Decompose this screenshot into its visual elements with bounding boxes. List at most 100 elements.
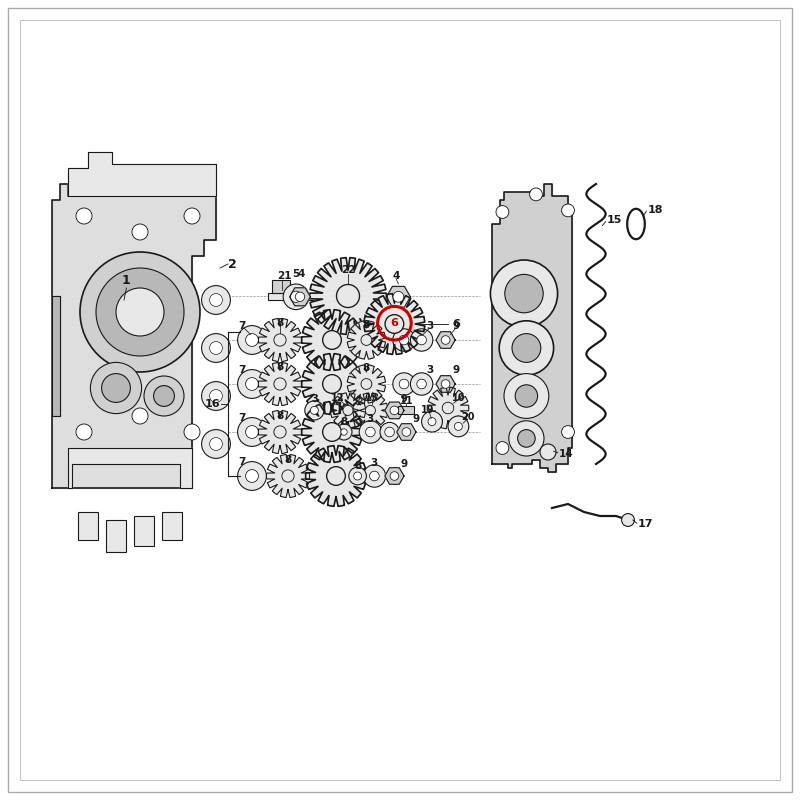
Circle shape (442, 336, 450, 344)
Circle shape (512, 334, 541, 362)
Circle shape (530, 188, 542, 201)
Text: 21: 21 (277, 271, 291, 281)
Text: 3: 3 (311, 394, 318, 404)
Polygon shape (52, 184, 216, 488)
Text: 3: 3 (370, 458, 378, 468)
Circle shape (361, 334, 372, 346)
Bar (272, 280, 290, 293)
Circle shape (505, 274, 543, 313)
Circle shape (202, 382, 230, 410)
Bar (398, 406, 414, 414)
Circle shape (184, 424, 200, 440)
Polygon shape (492, 184, 572, 472)
Text: 17: 17 (638, 519, 653, 529)
Circle shape (354, 472, 362, 480)
Circle shape (359, 421, 382, 443)
Polygon shape (52, 296, 60, 416)
Circle shape (442, 402, 454, 414)
Circle shape (322, 422, 342, 442)
Text: 9: 9 (453, 366, 459, 375)
Polygon shape (347, 365, 386, 403)
Polygon shape (302, 354, 362, 414)
Circle shape (393, 373, 415, 395)
Polygon shape (302, 310, 362, 370)
Circle shape (238, 326, 266, 354)
Circle shape (504, 374, 549, 418)
Circle shape (366, 406, 375, 415)
Circle shape (295, 292, 305, 302)
Text: 15: 15 (606, 215, 622, 225)
Circle shape (399, 379, 409, 389)
Circle shape (402, 428, 410, 436)
Text: 11: 11 (400, 396, 413, 406)
Circle shape (622, 514, 634, 526)
Polygon shape (347, 321, 386, 359)
Circle shape (246, 470, 258, 482)
Circle shape (393, 291, 404, 302)
Circle shape (422, 411, 442, 432)
Circle shape (144, 376, 184, 416)
Polygon shape (397, 424, 416, 440)
Circle shape (515, 385, 538, 407)
Text: 8: 8 (340, 418, 348, 427)
Polygon shape (290, 288, 310, 306)
Circle shape (417, 335, 426, 345)
Circle shape (76, 424, 92, 440)
Text: 4: 4 (298, 270, 306, 279)
Polygon shape (302, 402, 362, 462)
Circle shape (246, 334, 258, 346)
Circle shape (337, 285, 359, 307)
Circle shape (509, 421, 544, 456)
Circle shape (496, 206, 509, 218)
Text: 4: 4 (392, 271, 400, 281)
Circle shape (442, 380, 450, 388)
Circle shape (390, 406, 398, 414)
Circle shape (385, 427, 394, 437)
Polygon shape (436, 332, 455, 348)
Circle shape (390, 472, 398, 480)
Circle shape (102, 374, 130, 402)
Circle shape (116, 288, 164, 336)
Circle shape (361, 378, 372, 390)
Circle shape (274, 334, 286, 346)
Circle shape (370, 471, 379, 481)
Circle shape (283, 284, 309, 310)
Polygon shape (310, 258, 386, 334)
Circle shape (336, 424, 352, 440)
Circle shape (562, 426, 574, 438)
Text: 18: 18 (648, 205, 663, 214)
Circle shape (490, 260, 558, 327)
Polygon shape (68, 448, 192, 488)
Circle shape (90, 362, 142, 414)
Bar (162, 512, 182, 540)
Circle shape (326, 466, 346, 486)
Bar (78, 512, 98, 540)
Text: 2: 2 (228, 258, 236, 270)
Circle shape (393, 329, 415, 351)
Circle shape (410, 329, 433, 351)
Text: 7: 7 (238, 414, 246, 423)
Circle shape (154, 386, 174, 406)
Text: 7: 7 (238, 321, 246, 330)
Text: 8: 8 (276, 362, 284, 372)
Circle shape (274, 426, 286, 438)
Text: 20: 20 (462, 412, 474, 422)
Circle shape (210, 438, 222, 450)
Text: 9: 9 (453, 322, 459, 331)
Circle shape (363, 465, 386, 487)
Circle shape (496, 442, 509, 454)
Polygon shape (258, 318, 302, 362)
Circle shape (202, 334, 230, 362)
Polygon shape (427, 387, 469, 429)
Text: 19: 19 (422, 406, 434, 415)
Text: 8: 8 (354, 461, 362, 470)
Circle shape (454, 422, 462, 430)
Circle shape (428, 418, 436, 426)
Text: 10: 10 (452, 393, 465, 402)
Circle shape (562, 204, 574, 217)
Circle shape (274, 378, 286, 390)
Circle shape (343, 406, 353, 415)
Polygon shape (353, 393, 388, 428)
Circle shape (238, 370, 266, 398)
Circle shape (210, 390, 222, 402)
